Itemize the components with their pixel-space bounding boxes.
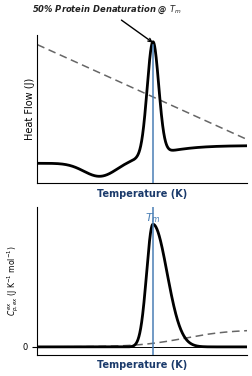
Y-axis label: $C_{p,ex}^{ex}$ (J K$^{-1}$ mol$^{-1}$): $C_{p,ex}^{ex}$ (J K$^{-1}$ mol$^{-1}$) xyxy=(6,246,21,316)
Text: 50% Protein Denaturation @ $T_m$: 50% Protein Denaturation @ $T_m$ xyxy=(32,3,181,42)
Y-axis label: Heat Flow (J): Heat Flow (J) xyxy=(24,78,35,140)
X-axis label: Temperature (K): Temperature (K) xyxy=(97,361,187,370)
X-axis label: Temperature (K): Temperature (K) xyxy=(97,189,187,199)
Text: $T_m$: $T_m$ xyxy=(144,211,160,225)
